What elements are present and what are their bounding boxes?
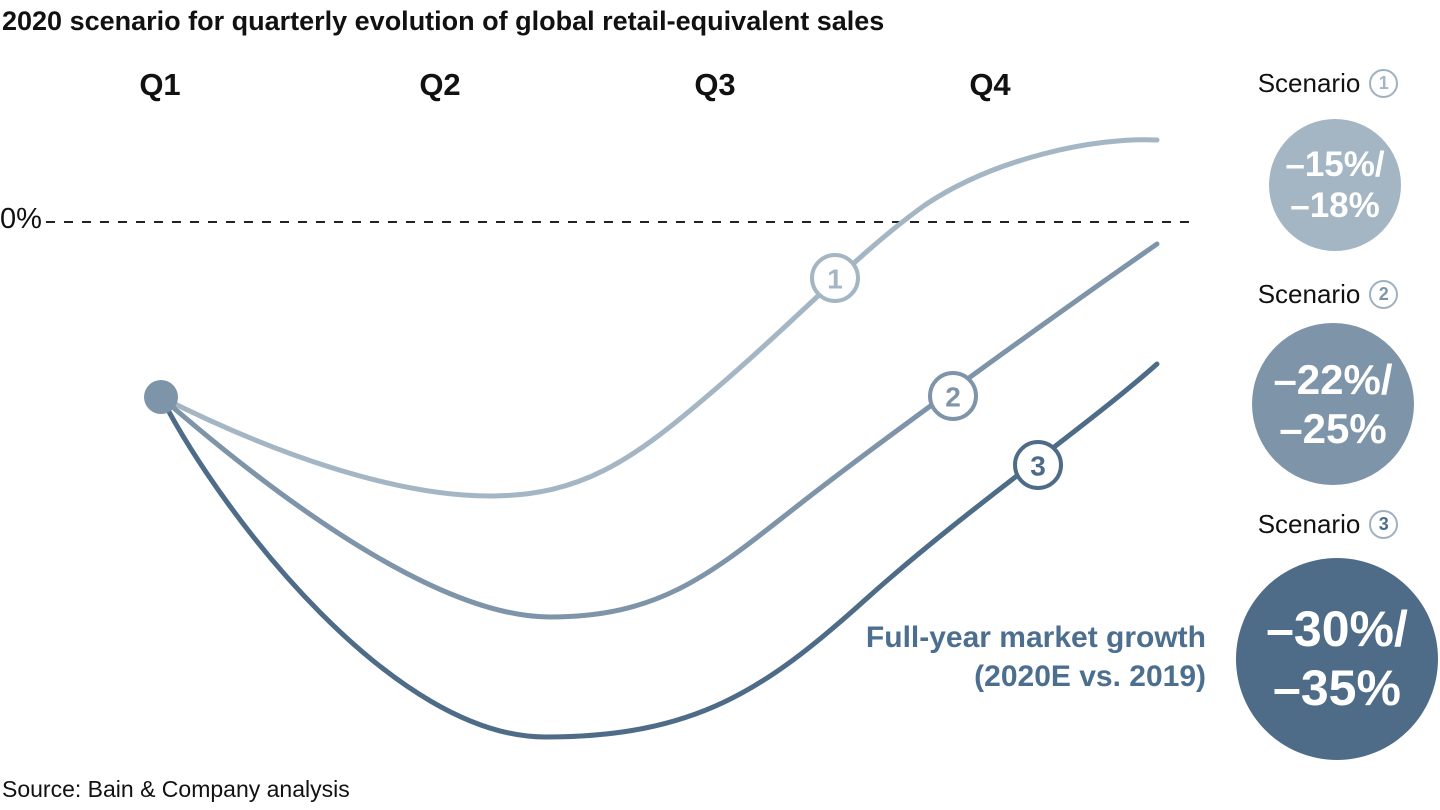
legend-label-scenario-1: Scenario 1 <box>1232 68 1424 99</box>
scenario-3-value-top: –30%/ <box>1266 601 1408 657</box>
scenario-2-curve <box>158 241 1160 620</box>
x-axis-label-q3: Q3 <box>694 67 736 102</box>
legend-label-text-1: Scenario <box>1257 68 1361 98</box>
start-point-marker <box>144 380 178 414</box>
scenario-1-badge-circle-icon <box>810 253 860 303</box>
annotation-line-2: (2020E vs. 2019) <box>974 660 1206 693</box>
scenario-3-number-icon: 3 <box>1369 510 1399 539</box>
scenario-2-value-bottom: –25% <box>1279 405 1387 452</box>
x-axis-label-q1: Q1 <box>139 67 181 102</box>
scenario-1-value-top: –15%/ <box>1285 145 1385 184</box>
scenario-1-badge-number: 1 <box>827 264 843 295</box>
legend-label-text-3: Scenario <box>1257 509 1361 539</box>
scenario-3-badge-number: 3 <box>1030 451 1046 482</box>
full-year-growth-annotation: Full-year market growth (2020E vs. 2019) <box>866 618 1206 696</box>
legend-label-scenario-2: Scenario 2 <box>1232 279 1424 310</box>
scenario-1-number-icon: 1 <box>1369 69 1399 98</box>
annotation-line-1: Full-year market growth <box>865 621 1206 654</box>
x-axis-label-q4: Q4 <box>969 67 1011 102</box>
scenario-1-curve-badge: 1 <box>810 253 860 303</box>
scenario-1-value-bottom: –18% <box>1290 186 1380 225</box>
source-note: Source: Bain & Company analysis <box>2 776 350 802</box>
legend-label-scenario-3: Scenario 3 <box>1232 509 1424 540</box>
scenario-2-badge-circle-icon <box>928 371 978 421</box>
zero-baseline-label: 0% <box>0 203 42 235</box>
scenario-2-value-circle: –22%/ –25% <box>1252 323 1414 485</box>
x-axis-label-q2: Q2 <box>419 67 461 102</box>
scenario-2-number-icon: 2 <box>1369 280 1399 309</box>
scenario-3-value-circle: –30%/ –35% <box>1236 558 1438 760</box>
legend-label-text-2: Scenario <box>1257 279 1361 309</box>
scenario-1-value-circle: –15%/ –18% <box>1269 119 1401 251</box>
scenario-3-curve-badge: 3 <box>1013 440 1063 490</box>
scenario-2-curve-badge: 2 <box>928 371 978 421</box>
chart-title: 2020 scenario for quarterly evolution of… <box>2 6 885 36</box>
scenario-1-curve <box>158 137 1160 499</box>
scenario-2-value-top: –22%/ <box>1273 356 1393 403</box>
scenario-3-curve <box>158 361 1160 740</box>
scenario-3-badge-circle-icon <box>1013 440 1063 490</box>
scenario-3-value-bottom: –35% <box>1273 660 1401 716</box>
scenario-2-badge-number: 2 <box>945 382 961 413</box>
